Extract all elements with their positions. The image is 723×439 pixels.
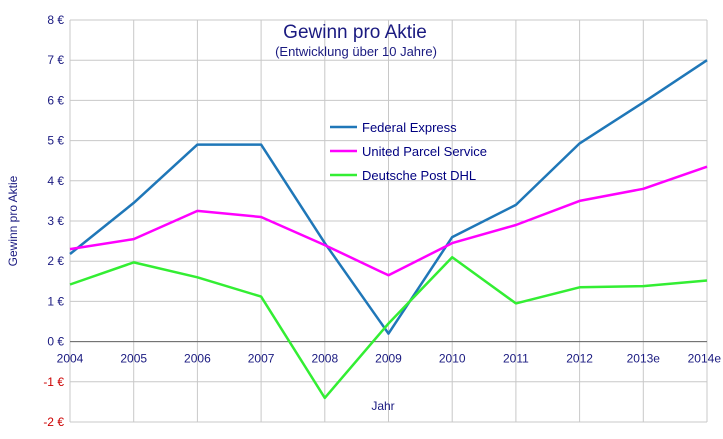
y-tick-label: 1 €: [47, 294, 64, 308]
legend: Federal Express United Parcel Service De…: [330, 120, 487, 183]
x-tick-label: 2014e: [688, 352, 722, 366]
y-axis-label: Gewinn pro Aktie: [6, 175, 20, 266]
x-tick-labels: 2004 2005 2006 2007 2008 2009 2010 2011 2012 2013…: [57, 352, 722, 366]
y-tick-label: 7 €: [47, 53, 64, 67]
y-tick-label: -2 €: [43, 415, 64, 429]
y-tick-label: 0 €: [47, 335, 64, 349]
y-tick-label: 8 €: [47, 13, 64, 27]
x-tick-label: 2013e: [627, 352, 661, 366]
x-tick-label: 2011: [503, 352, 529, 366]
x-tick-label: 2010: [439, 352, 466, 366]
x-axis-label: Jahr: [371, 399, 394, 413]
chart-title: Gewinn pro Aktie: [283, 22, 427, 43]
x-tick-label: 2004: [57, 352, 84, 366]
y-tick-labels: -2 € -1 € 0 € 1 € 2 € 3 € 4 € 5 € 6 € 7 € 8 €: [43, 13, 64, 429]
y-tick-label: 5 €: [47, 134, 64, 148]
legend-label-deutsche-post-dhl: Deutsche Post DHL: [362, 168, 476, 183]
legend-label-united-parcel-service: United Parcel Service: [362, 144, 487, 159]
series-line-deutsche-post-dhl: [69, 255, 708, 400]
y-tick-label: 4 €: [47, 174, 64, 188]
x-tick-label: 2007: [248, 352, 275, 366]
x-tick-label: 2009: [375, 352, 402, 366]
y-tick-label: 6 €: [47, 93, 64, 107]
y-tick-label: 3 €: [47, 214, 64, 228]
series-line-united-parcel-service: [69, 165, 708, 277]
x-tick-label: 2006: [184, 352, 211, 366]
x-tick-label: 2008: [311, 352, 338, 366]
chart-subtitle: (Entwicklung über 10 Jahre): [275, 44, 437, 59]
series-lines: [69, 59, 708, 400]
legend-label-federal-express: Federal Express: [362, 120, 457, 135]
x-tick-label: 2005: [120, 352, 147, 366]
y-tick-label: 2 €: [47, 254, 64, 268]
x-tick-label: 2012: [566, 352, 593, 366]
series-line-federal-express: [69, 59, 708, 335]
y-tick-label: -1 €: [43, 375, 64, 389]
